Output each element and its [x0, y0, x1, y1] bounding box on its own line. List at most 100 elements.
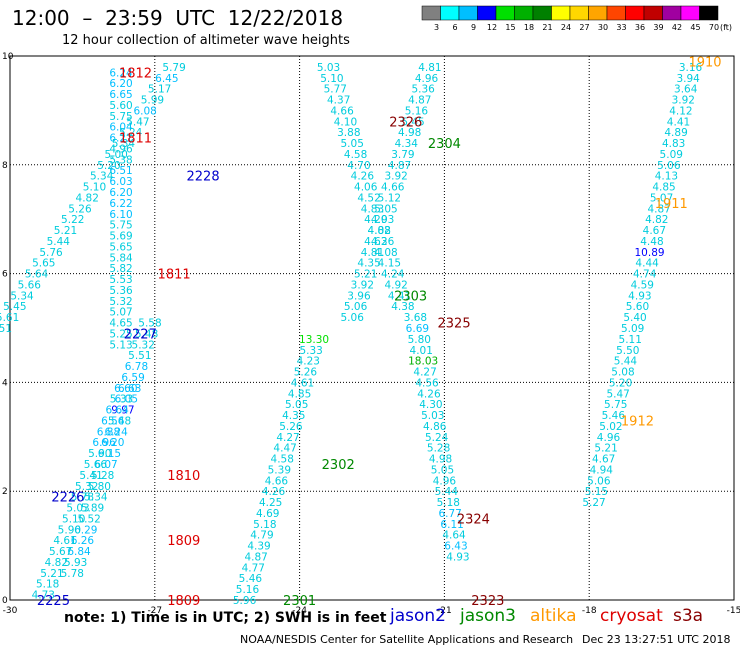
- swh-value: 5.17: [148, 84, 171, 96]
- swh-value: 4.35: [357, 258, 380, 270]
- swh-value: 6.04: [109, 122, 133, 134]
- swh-value: 5.26: [68, 203, 92, 215]
- swh-value: 4.87: [244, 551, 267, 563]
- swh-value: 4.67: [592, 454, 615, 466]
- swh-value: 6.29: [74, 524, 97, 536]
- swh-value: 5.50: [616, 345, 639, 357]
- plot-frame: [9, 55, 735, 601]
- swh-value: 4.06: [354, 182, 378, 194]
- swh-value: 6.64: [105, 405, 129, 417]
- swh-value: 5.46: [239, 573, 263, 585]
- legend-cryosat: cryosat: [600, 606, 663, 626]
- swh-value: 6.03: [109, 176, 132, 188]
- swh-value: 5.18: [253, 519, 276, 531]
- swh-value: 5.93: [64, 557, 87, 569]
- swh-value: 5.10: [320, 73, 343, 85]
- swh-value: 4.39: [247, 541, 270, 553]
- swh-value: 5.48: [135, 328, 158, 340]
- swh-value: 4.96: [415, 73, 439, 85]
- swh-value: 5.45: [401, 116, 424, 128]
- swh-value: 4.10: [334, 116, 357, 128]
- swh-value: 4.59: [631, 279, 654, 291]
- colorbar-swatch: [514, 5, 534, 21]
- swh-value: 4.87: [647, 203, 670, 215]
- swh-value: 3.79: [391, 149, 414, 161]
- swh-value: 5.15: [585, 486, 608, 498]
- swh-value: 5.33: [299, 345, 322, 357]
- swh-value: 5.12: [378, 192, 401, 204]
- track-time-label: 2228: [187, 170, 220, 185]
- swh-value: 5.51: [128, 350, 151, 362]
- swh-value: 5.90: [88, 448, 111, 460]
- swh-value: 5.79: [162, 62, 185, 74]
- page-title: 12:00 – 23:59 UTC 12/22/2018: [12, 6, 344, 30]
- swh-value: 4.37: [327, 95, 350, 107]
- swh-value: 4.82: [45, 557, 68, 569]
- swh-value: 5.18: [36, 579, 59, 591]
- x-tick-label: -18: [582, 606, 597, 616]
- track-time-label: 2226: [51, 491, 84, 506]
- swh-value: 5.20: [97, 160, 120, 172]
- swh-value: 5.39: [268, 464, 291, 476]
- y-tick-label: 10: [2, 52, 14, 62]
- colorbar-swatch: [662, 5, 682, 21]
- swh-value: 5.18: [437, 497, 460, 509]
- swh-value: 6.24: [109, 67, 133, 79]
- legend-s3a: s3a: [673, 606, 704, 626]
- y-tick-label: 6: [2, 270, 8, 280]
- swh-value: 6.51: [109, 165, 132, 177]
- swh-value: 5.21: [594, 443, 617, 455]
- swh-value: 5.44: [435, 486, 459, 498]
- swh-value: 4.73: [32, 590, 55, 602]
- swh-value: 5.38: [109, 154, 132, 166]
- colorbar-swatch: [680, 5, 700, 21]
- swh-value: 4.30: [419, 399, 442, 411]
- swh-value: 6.56: [101, 415, 125, 427]
- timestamp-text: Dec 23 13:27:51 UTC 2018: [582, 633, 731, 646]
- swh-value: 4.98: [398, 127, 421, 139]
- swh-value: 5.05: [285, 399, 308, 411]
- colorbar-label: 12: [487, 23, 497, 32]
- swh-value: 6.45: [155, 73, 178, 85]
- swh-value: 4.87: [408, 95, 431, 107]
- swh-value: 3.92: [384, 171, 407, 183]
- swh-value: 5.44: [614, 356, 638, 368]
- swh-value: 3.88: [337, 127, 360, 139]
- swh-value: 5.40: [623, 312, 646, 324]
- colorbar-swatch: [458, 5, 478, 21]
- footer-note: note: 1) Time is in UTC; 2) SWH is in fe…: [64, 610, 387, 626]
- track-time-label: 1810: [167, 469, 200, 484]
- colorbar-swatch: [643, 5, 663, 21]
- colorbar-label: 70: [709, 23, 719, 32]
- colorbar-swatch: [421, 5, 441, 21]
- swh-value: 5.46: [602, 410, 626, 422]
- swh-value: 4.56: [415, 377, 439, 389]
- swh-value: 6.22: [109, 198, 132, 210]
- swh-value: 5.20: [609, 377, 632, 389]
- swh-value: 5.07: [109, 307, 132, 319]
- swh-value: 5.89: [81, 503, 104, 515]
- swh-value: 5.05: [431, 464, 454, 476]
- swh-value: 6.15: [98, 448, 121, 460]
- colorbar-label: 36: [635, 23, 645, 32]
- swh-value: 5.41: [79, 470, 102, 482]
- swh-value: 4.26: [417, 388, 441, 400]
- swh-value: 5.03: [317, 62, 340, 74]
- swh-value: 4.34: [395, 138, 419, 150]
- swh-value: 5.47: [126, 116, 149, 128]
- swh-value: 4.20: [364, 214, 387, 226]
- swh-value: 5.48: [108, 415, 131, 427]
- swh-value: 4.93: [371, 214, 394, 226]
- swh-value: 5.75: [604, 399, 627, 411]
- x-tick-label: -15: [727, 606, 740, 616]
- swh-value: 18.03: [408, 356, 438, 368]
- swh-value: 4.93: [446, 551, 469, 563]
- swh-value: 5.66: [84, 459, 108, 471]
- colorbar-label: 27: [579, 23, 589, 32]
- track-time-label: 2227: [124, 327, 157, 342]
- swh-value: 5.34: [90, 171, 114, 183]
- colorbar-swatch: [588, 5, 608, 21]
- swh-value: 4.12: [669, 105, 692, 117]
- swh-value: 5.69: [109, 231, 132, 243]
- swh-value: 5.34: [10, 290, 34, 302]
